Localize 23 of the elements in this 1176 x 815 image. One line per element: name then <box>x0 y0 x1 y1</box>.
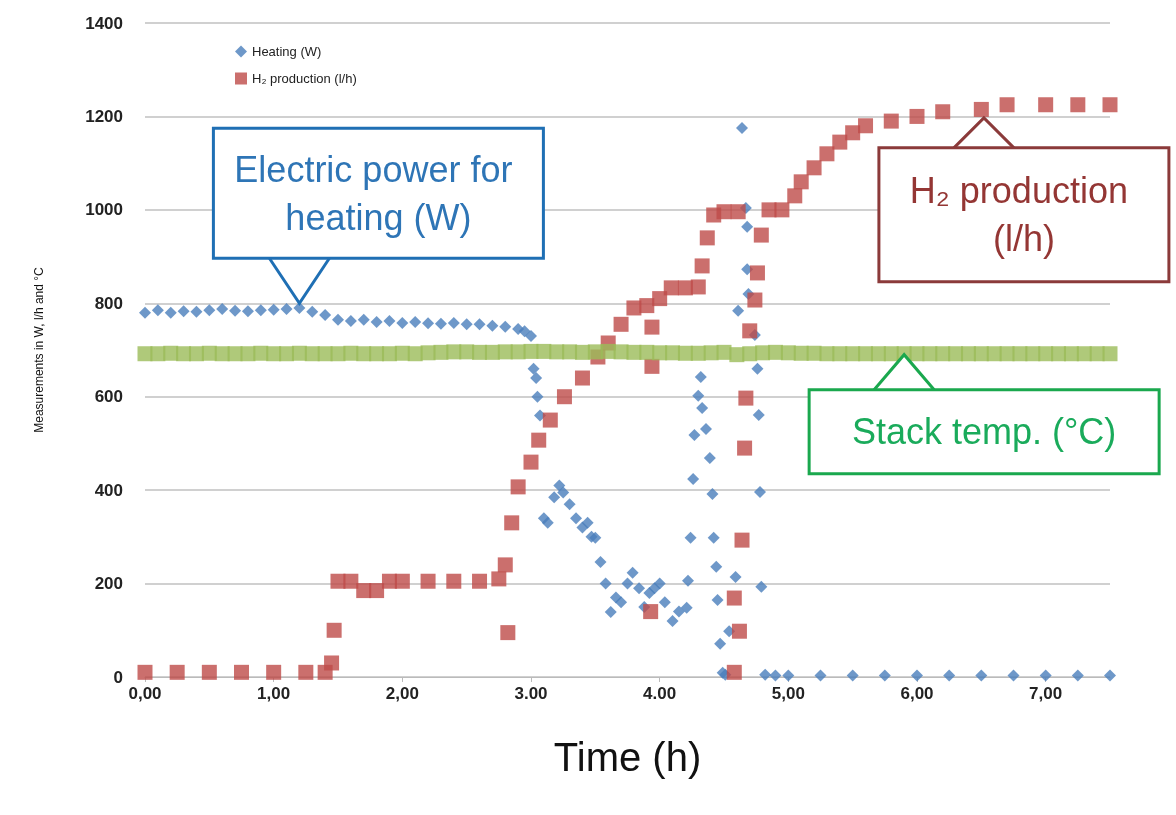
x-tick-label: 3.00 <box>514 684 548 703</box>
y-tick-label: 800 <box>94 293 123 313</box>
x-tick-label: 1,00 <box>257 684 291 703</box>
x-tick-label: 4.00 <box>643 684 677 703</box>
legend-label: Heating (W) <box>252 44 322 59</box>
annotation: Electric power for heating (W) <box>234 148 523 238</box>
y-tick-label: 1000 <box>85 200 123 220</box>
y-axis-title: Measurements in W, l/h and °C <box>32 266 46 433</box>
y-tick-label: 200 <box>94 574 123 594</box>
y-tick-label: 400 <box>94 480 123 500</box>
y-tick-label: 1200 <box>85 106 123 126</box>
y-tick-label: 0 <box>113 667 123 687</box>
y-tick-label: 1400 <box>85 13 123 33</box>
x-axis-title: Time (h) <box>553 735 702 779</box>
x-tick-label: 7,00 <box>1029 684 1063 703</box>
x-tick-label: 5,00 <box>771 684 805 703</box>
y-tick-label: 600 <box>94 387 123 407</box>
x-tick-label: 0,00 <box>128 684 162 703</box>
x-tick-label: 2,00 <box>385 684 419 703</box>
x-tick-label: 6,00 <box>900 684 934 703</box>
annotation: Stack temp. (°C) <box>851 411 1117 453</box>
legend-label: H₂ production (l/h) <box>252 71 357 86</box>
annotation: H₂ production (l/h) <box>909 170 1138 260</box>
